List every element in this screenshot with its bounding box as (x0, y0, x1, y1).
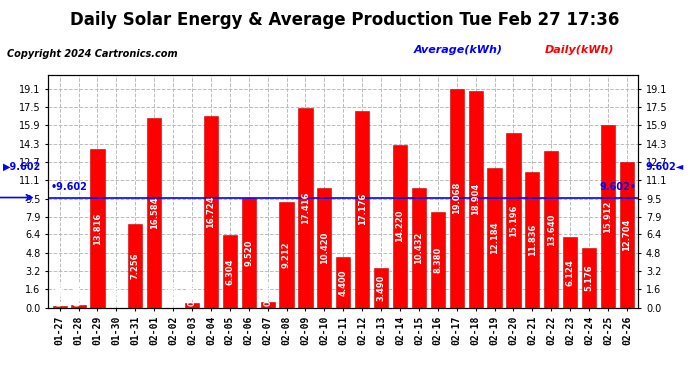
Text: ▶9.602: ▶9.602 (3, 162, 41, 172)
Text: 0.148: 0.148 (55, 279, 64, 306)
Text: 8.380: 8.380 (433, 246, 442, 273)
Text: 7.256: 7.256 (131, 253, 140, 279)
Text: 0.000: 0.000 (112, 279, 121, 306)
Bar (450, 89, 464, 308)
Bar (185, 303, 199, 307)
Bar (72, 305, 86, 308)
Bar (336, 257, 351, 307)
Text: 16.724: 16.724 (206, 195, 215, 228)
Bar (90, 149, 105, 308)
Bar (601, 125, 615, 308)
Bar (412, 188, 426, 308)
Bar (128, 224, 142, 308)
Bar (620, 162, 634, 308)
Text: Daily(kWh): Daily(kWh) (545, 45, 615, 55)
Text: 0.000: 0.000 (168, 279, 177, 306)
Bar (431, 211, 445, 308)
Bar (469, 91, 483, 308)
Text: 6.124: 6.124 (566, 259, 575, 286)
Text: 12.184: 12.184 (490, 222, 499, 254)
Text: 10.432: 10.432 (415, 232, 424, 264)
Bar (317, 188, 331, 308)
Bar (525, 172, 540, 308)
Text: 0.232: 0.232 (74, 279, 83, 306)
Text: 19.068: 19.068 (452, 182, 461, 214)
Bar (374, 267, 388, 308)
Bar (582, 248, 596, 308)
Bar (52, 306, 67, 308)
Text: 16.584: 16.584 (150, 196, 159, 229)
Bar (393, 145, 407, 308)
Text: 6.304: 6.304 (226, 258, 235, 285)
Text: Copyright 2024 Cartronics.com: Copyright 2024 Cartronics.com (7, 49, 177, 59)
Bar (261, 302, 275, 307)
Bar (241, 198, 256, 308)
Text: 9.602•: 9.602• (600, 182, 636, 192)
Bar (147, 117, 161, 308)
Text: 14.220: 14.220 (395, 210, 404, 242)
Text: 3.490: 3.490 (377, 274, 386, 301)
Text: 17.176: 17.176 (357, 193, 366, 225)
Bar (563, 237, 578, 308)
Text: 5.176: 5.176 (584, 264, 593, 291)
Text: 15.196: 15.196 (509, 204, 518, 237)
Text: 10.420: 10.420 (320, 232, 329, 264)
Text: 13.816: 13.816 (93, 212, 102, 244)
Bar (223, 235, 237, 308)
Text: 11.836: 11.836 (528, 224, 537, 256)
Text: 13.640: 13.640 (546, 213, 555, 246)
Bar (487, 168, 502, 308)
Bar (298, 108, 313, 308)
Bar (279, 202, 294, 308)
Bar (204, 116, 218, 308)
Text: 0.428: 0.428 (188, 279, 197, 306)
Text: 9.212: 9.212 (282, 242, 291, 268)
Text: 18.904: 18.904 (471, 183, 480, 215)
Text: 0.520: 0.520 (263, 279, 272, 306)
Text: 12.704: 12.704 (622, 219, 631, 251)
Text: 4.400: 4.400 (339, 269, 348, 296)
Bar (544, 151, 558, 308)
Bar (506, 134, 520, 308)
Text: 9.520: 9.520 (244, 240, 253, 266)
Text: Daily Solar Energy & Average Production Tue Feb 27 17:36: Daily Solar Energy & Average Production … (70, 11, 620, 29)
Text: Average(kWh): Average(kWh) (414, 45, 503, 55)
Text: •9.602: •9.602 (50, 182, 87, 192)
Bar (355, 111, 369, 308)
Text: 15.912: 15.912 (604, 200, 613, 232)
Text: 17.416: 17.416 (301, 192, 310, 224)
Text: 9.602◄: 9.602◄ (645, 162, 683, 172)
